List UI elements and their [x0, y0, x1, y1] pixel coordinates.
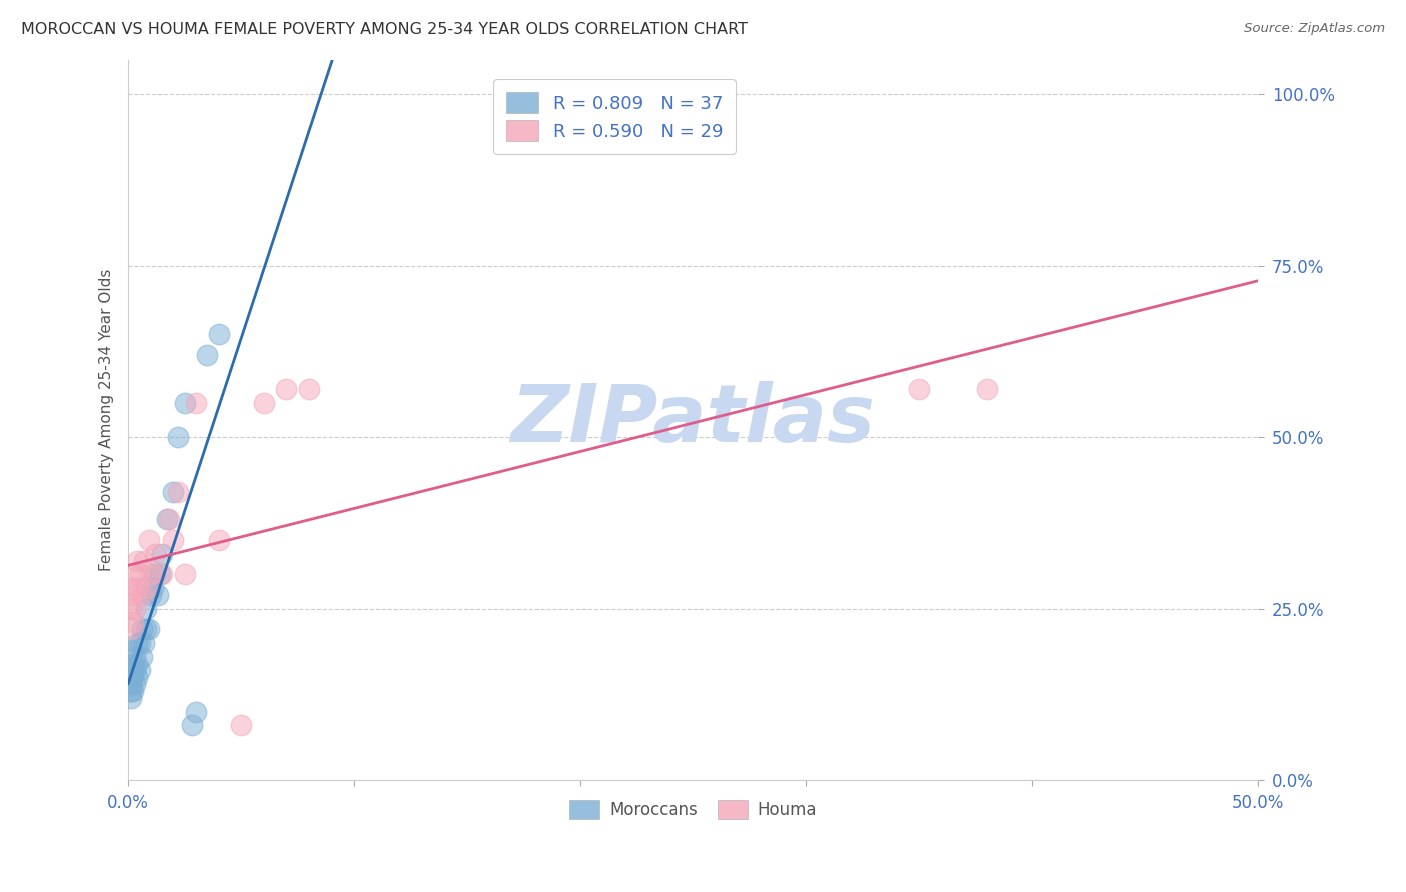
Point [167, 430, 190, 444]
Point [207, 327, 229, 342]
Point [127, 636, 149, 650]
Y-axis label: Female Poverty Among 25-34 Year Olds: Female Poverty Among 25-34 Year Olds [100, 268, 114, 571]
Text: MOROCCAN VS HOUMA FEMALE POVERTY AMONG 25-34 YEAR OLDS CORRELATION CHART: MOROCCAN VS HOUMA FEMALE POVERTY AMONG 2… [21, 22, 748, 37]
Point [124, 649, 146, 664]
Point [184, 705, 207, 719]
Point [139, 567, 162, 582]
Point [150, 547, 173, 561]
Point [143, 567, 166, 582]
Point [157, 512, 180, 526]
Point [184, 396, 207, 410]
Point [121, 684, 143, 698]
Point [127, 670, 149, 684]
Point [120, 664, 142, 678]
Point [131, 588, 153, 602]
Point [124, 567, 146, 582]
Point [298, 382, 321, 396]
Text: ZIPatlas: ZIPatlas [510, 381, 876, 459]
Point [121, 643, 143, 657]
Point [167, 485, 190, 500]
Point [173, 396, 195, 410]
Point [128, 664, 150, 678]
Point [908, 382, 931, 396]
Point [162, 485, 184, 500]
Point [135, 601, 157, 615]
Point [231, 718, 253, 732]
Point [207, 533, 229, 547]
Point [120, 622, 142, 636]
Point [120, 670, 142, 684]
Point [120, 601, 142, 615]
Point [173, 567, 195, 582]
Point [276, 382, 298, 396]
Point [120, 684, 142, 698]
Point [138, 533, 160, 547]
Point [127, 581, 149, 595]
Point [162, 533, 184, 547]
Point [128, 567, 150, 582]
Point [143, 547, 166, 561]
Point [146, 588, 169, 602]
Point [139, 588, 162, 602]
Point [121, 670, 143, 684]
Point [976, 382, 998, 396]
Point [180, 718, 202, 732]
Point [124, 664, 146, 678]
Point [195, 348, 218, 362]
Point [120, 677, 142, 691]
Point [124, 601, 146, 615]
Point [142, 581, 165, 595]
Point [131, 649, 153, 664]
Text: Source: ZipAtlas.com: Source: ZipAtlas.com [1244, 22, 1385, 36]
Point [120, 581, 142, 595]
Point [120, 690, 142, 705]
Point [132, 636, 155, 650]
Point [135, 622, 157, 636]
Point [131, 622, 153, 636]
Point [127, 657, 149, 671]
Legend: Moroccans, Houma: Moroccans, Houma [562, 794, 824, 826]
Point [135, 581, 157, 595]
Point [150, 567, 173, 582]
Point [121, 588, 143, 602]
Point [124, 677, 146, 691]
Point [138, 622, 160, 636]
Point [156, 512, 179, 526]
Point [128, 636, 150, 650]
Point [127, 554, 149, 568]
Point [121, 657, 143, 671]
Point [132, 554, 155, 568]
Point [253, 396, 276, 410]
Point [121, 615, 143, 630]
Point [149, 567, 172, 582]
